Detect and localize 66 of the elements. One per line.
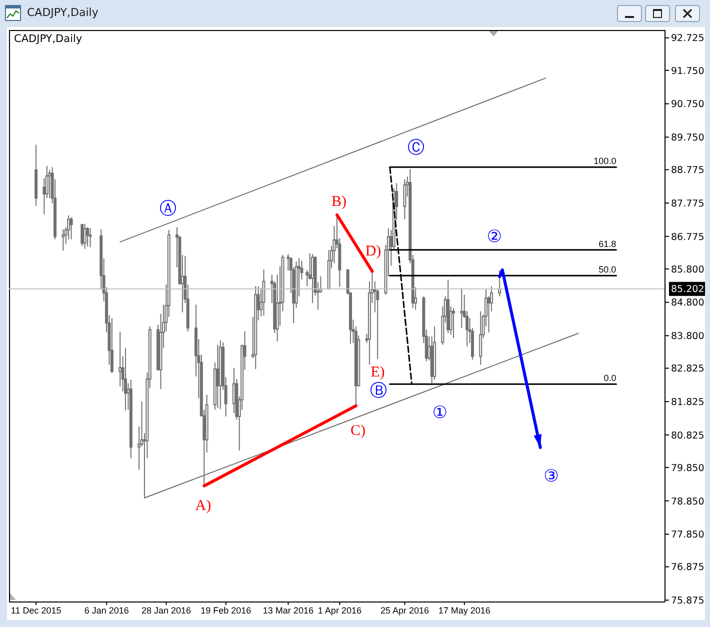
y-tick-label: 88.775 xyxy=(671,165,704,176)
y-tick-label: 83.800 xyxy=(671,331,704,342)
annotation: D) xyxy=(365,244,382,260)
y-tick-label: 78.850 xyxy=(671,496,704,508)
annotation: B) xyxy=(332,194,347,210)
x-tick-label: 1 Apr 2016 xyxy=(318,605,362,616)
candlestick xyxy=(159,313,162,390)
x-tick-label: 17 May 2016 xyxy=(438,605,490,616)
x-tick-label: 6 Jan 2016 xyxy=(84,605,129,616)
annotation: Ⓐ xyxy=(160,199,177,220)
candlestick xyxy=(403,178,406,220)
annotation: ② xyxy=(486,226,502,247)
candlestick xyxy=(286,253,290,272)
candlestick xyxy=(124,348,128,411)
ref-line-label: 85.202 xyxy=(671,284,704,296)
candlestick xyxy=(138,426,141,470)
candlestick xyxy=(460,287,464,329)
series-label: 100.0 xyxy=(594,156,616,166)
candlestick xyxy=(88,228,92,248)
y-tick-label: 80.825 xyxy=(671,430,704,442)
candlestick xyxy=(262,269,266,316)
candlestick xyxy=(205,394,208,453)
candlestick xyxy=(42,178,46,215)
annotation: Ⓒ xyxy=(408,138,425,158)
candlestick xyxy=(129,379,132,459)
y-tick-label: 85.800 xyxy=(671,264,704,276)
annotation: E) xyxy=(370,364,385,380)
annotation: ① xyxy=(432,403,448,424)
y-tick-label: 81.825 xyxy=(671,396,704,408)
candlestick xyxy=(294,261,298,308)
x-tick-label: 28 Jan 2016 xyxy=(141,605,191,616)
annotation: C) xyxy=(350,423,366,440)
annotation: A) xyxy=(195,498,212,514)
y-tick-label: 86.775 xyxy=(671,232,704,243)
candlestick xyxy=(216,344,220,409)
candlestick xyxy=(34,144,38,206)
y-tick-label: 79.850 xyxy=(671,462,704,474)
x-tick-label: 13 Mar 2016 xyxy=(262,605,314,616)
candlestick xyxy=(311,253,314,304)
series-label: 0.0 xyxy=(604,373,616,384)
chart-title: CADJPY,Daily xyxy=(14,33,82,45)
candlestick xyxy=(118,331,122,387)
series-label: 50.0 xyxy=(598,264,616,275)
x-tick-label: 19 Feb 2016 xyxy=(200,605,252,616)
x-tick-label: 11 Dec 2015 xyxy=(10,605,62,616)
x-tick-label: 25 Apr 2016 xyxy=(380,605,430,616)
candlestick xyxy=(446,279,450,334)
series-label: 61.8 xyxy=(598,238,616,249)
y-tick-label: 91.750 xyxy=(671,66,704,77)
y-tick-label: 82.825 xyxy=(671,364,704,375)
candlestick xyxy=(479,310,482,366)
candlestick xyxy=(466,310,469,347)
y-tick-label: 75.875 xyxy=(671,596,704,607)
candlestick xyxy=(452,307,456,339)
y-tick-label: 92.725 xyxy=(671,33,704,44)
chart-title: CADJPY,Daily xyxy=(27,6,98,19)
y-tick-label: 77.850 xyxy=(671,530,704,541)
candlestick xyxy=(100,228,103,290)
candlestick xyxy=(62,228,65,252)
annotation: Ⓑ xyxy=(370,381,388,401)
annotation: ③ xyxy=(544,466,559,486)
y-tick-label: 90.750 xyxy=(671,99,704,110)
y-tick-label: 87.775 xyxy=(671,198,704,210)
y-tick-label: 76.875 xyxy=(671,562,704,574)
y-tick-label: 84.800 xyxy=(671,298,704,309)
y-tick-label: 89.750 xyxy=(671,132,704,144)
